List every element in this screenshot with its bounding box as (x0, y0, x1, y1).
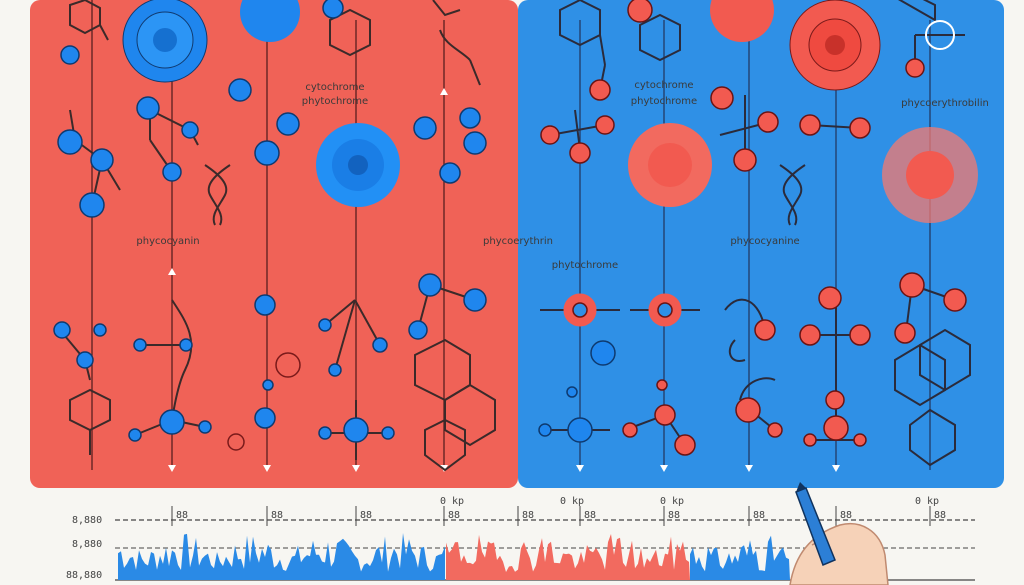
label-left-top-b: phytochrome (302, 96, 368, 107)
label-left-top-a: cytochrome (305, 82, 364, 93)
spectrum-peaks-blue (118, 533, 445, 580)
benzene-ring-6 (897, 0, 936, 22)
label-right-top-a: cytochrome (634, 80, 693, 91)
marker-label: 0 kp (560, 496, 584, 507)
left-nodes (53, 0, 487, 443)
left-margin (0, 0, 30, 585)
tick-label: 88 (840, 510, 852, 521)
tick-label: 88 (668, 510, 680, 521)
label-center-mid: phycoerythrin (483, 236, 553, 247)
label-right-mid-b: phycocyanine (730, 236, 799, 247)
marker-labels: 0 kp 0 kp 0 kp 0 kp (440, 496, 939, 507)
y-label-1: 8,880 (72, 515, 102, 526)
dna-helix-icon (204, 164, 231, 226)
flower-icon (789, 0, 881, 91)
left-panel (30, 0, 518, 488)
tick-label: 88 (448, 510, 460, 521)
right-panel (518, 0, 1004, 488)
flower-icon (710, 0, 774, 42)
flower-icon (122, 0, 208, 83)
marker-label: 0 kp (440, 496, 464, 507)
benzene-ring-3 (329, 8, 371, 57)
right-blue-nodes (538, 340, 616, 443)
spectrum-peaks-blue-right (690, 535, 790, 580)
tick-label: 88 (934, 510, 946, 521)
tick-label: 88 (360, 510, 372, 521)
label-right-top-c: phycoerythrobilin (901, 98, 989, 109)
benzene-ring-5 (639, 13, 681, 62)
spectrum-peaks-red (446, 534, 690, 580)
fused-ring-2 (444, 383, 496, 447)
label-right-mid-a: phytochrome (552, 260, 618, 271)
tick-label: 88 (522, 510, 534, 521)
right-nodes (540, 0, 967, 456)
label-right-top-b: phytochrome (631, 96, 697, 107)
flower-icon (628, 123, 712, 207)
tick-label: 88 (176, 510, 188, 521)
tick-label: 88 (584, 510, 596, 521)
fused-ring-3 (424, 418, 466, 472)
label-left-mid: phycocyanin (136, 236, 199, 247)
fused-ring-6 (909, 408, 956, 467)
left-red-nodes (227, 352, 301, 451)
marker-label: 0 kp (660, 496, 684, 507)
tick-label: 88 (753, 510, 765, 521)
ring-nodes (563, 20, 955, 327)
fused-ring-5 (919, 328, 971, 392)
starburst-icon (882, 127, 978, 223)
guide-lines (91, 0, 931, 470)
benzene-ring-2 (69, 388, 111, 432)
flower-icon (240, 0, 300, 42)
y-label-3: 88,880 (66, 570, 102, 581)
flower-icon (316, 123, 400, 207)
tick-label: 88 (271, 510, 283, 521)
pen-icon (795, 482, 836, 566)
tick-labels: 88 88 88 88 88 88 88 88 88 88 (171, 506, 946, 526)
marker-label: 0 kp (915, 496, 939, 507)
hand-icon (789, 523, 889, 585)
y-label-2: 8,880 (72, 539, 102, 550)
dna-helix-icon (779, 164, 806, 226)
